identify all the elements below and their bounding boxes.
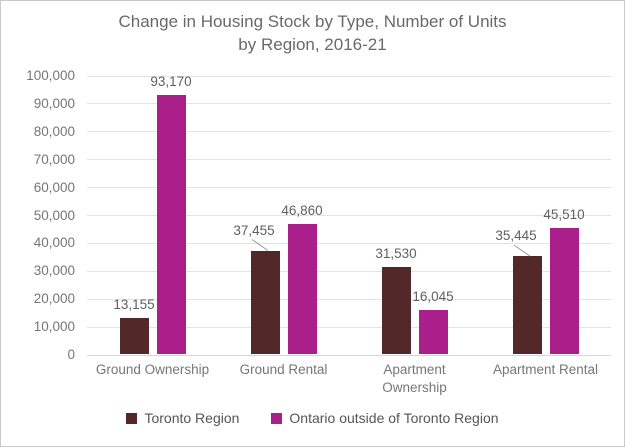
bar-toronto-region-apartment-rental bbox=[512, 256, 542, 354]
plot-area bbox=[87, 75, 611, 356]
bar-toronto-region-apartment-ownership bbox=[381, 267, 411, 354]
gridline-30000 bbox=[87, 270, 611, 272]
legend-label-ontario-outside-of-toronto-region: Ontario outside of Toronto Region bbox=[289, 410, 499, 426]
gridline-80000 bbox=[87, 131, 611, 133]
bar-ontario-outside-of-toronto-region-ground-rental bbox=[287, 224, 317, 354]
value-label-ontario-outside-of-toronto-region-ground-rental: 46,860 bbox=[281, 203, 323, 219]
y-tick-label-100000: 100,000 bbox=[26, 68, 75, 83]
gridline-0 bbox=[87, 354, 611, 356]
bar-ontario-outside-of-toronto-region-apartment-ownership bbox=[418, 310, 448, 354]
value-label-ontario-outside-of-toronto-region-ground-ownership: 93,170 bbox=[150, 74, 192, 90]
chart-title: Change in Housing Stock by Type, Number … bbox=[1, 10, 624, 56]
y-tick-label-70000: 70,000 bbox=[33, 151, 75, 167]
bar-ontario-outside-of-toronto-region-apartment-rental bbox=[549, 228, 579, 354]
y-tick-label-60000: 60,000 bbox=[33, 179, 75, 195]
legend-swatch-ontario-outside-of-toronto-region bbox=[271, 412, 283, 424]
chart-title-line-1: Change in Housing Stock by Type, Number … bbox=[118, 12, 507, 31]
legend-item-ontario-outside-of-toronto-region: Ontario outside of Toronto Region bbox=[271, 410, 499, 426]
gridline-10000 bbox=[87, 326, 611, 328]
value-label-ontario-outside-of-toronto-region-apartment-ownership: 16,045 bbox=[412, 289, 454, 305]
legend-label-toronto-region: Toronto Region bbox=[144, 410, 240, 426]
gridline-70000 bbox=[87, 159, 611, 161]
gridline-90000 bbox=[87, 103, 611, 105]
value-label-toronto-region-ground-rental: 37,455 bbox=[233, 222, 275, 238]
x-category-label-ground-rental: Ground Rental bbox=[239, 362, 328, 377]
x-category-label-apartment-ownership: Apartment Ownership bbox=[382, 362, 447, 395]
bar-toronto-region-ground-ownership bbox=[119, 318, 149, 354]
gridline-20000 bbox=[87, 298, 611, 300]
chart-legend: Toronto Region Ontario outside of Toronto… bbox=[1, 410, 624, 426]
x-category-label-ground-ownership: Ground Ownership bbox=[95, 362, 210, 377]
bar-toronto-region-ground-rental bbox=[250, 250, 280, 354]
y-tick-label-40000: 40,000 bbox=[33, 235, 75, 251]
value-label-toronto-region-apartment-ownership: 31,530 bbox=[375, 246, 417, 262]
bar-ontario-outside-of-toronto-region-ground-ownership bbox=[156, 95, 186, 354]
gridline-40000 bbox=[87, 242, 611, 244]
gridline-100000 bbox=[87, 75, 611, 77]
y-tick-label-80000: 80,000 bbox=[33, 123, 75, 139]
y-tick-label-10000: 10,000 bbox=[33, 319, 75, 335]
chart-title-line-2: by Region, 2016-21 bbox=[238, 35, 387, 54]
gridline-50000 bbox=[87, 215, 611, 216]
value-label-toronto-region-apartment-rental: 35,445 bbox=[495, 228, 537, 244]
value-label-toronto-region-ground-ownership: 13,155 bbox=[113, 297, 155, 313]
legend-swatch-toronto-region bbox=[126, 412, 138, 424]
legend-item-toronto-region: Toronto Region bbox=[126, 410, 239, 426]
y-tick-label-20000: 20,000 bbox=[33, 291, 75, 307]
y-tick-label-0: 0 bbox=[67, 347, 75, 362]
gridline-60000 bbox=[87, 187, 611, 189]
y-tick-label-30000: 30,000 bbox=[33, 263, 75, 279]
value-label-ontario-outside-of-toronto-region-apartment-rental: 45,510 bbox=[543, 207, 585, 223]
y-tick-label-90000: 90,000 bbox=[33, 95, 75, 111]
y-tick-label-50000: 50,000 bbox=[33, 207, 75, 223]
x-category-label-apartment-rental: Apartment Rental bbox=[492, 362, 599, 377]
